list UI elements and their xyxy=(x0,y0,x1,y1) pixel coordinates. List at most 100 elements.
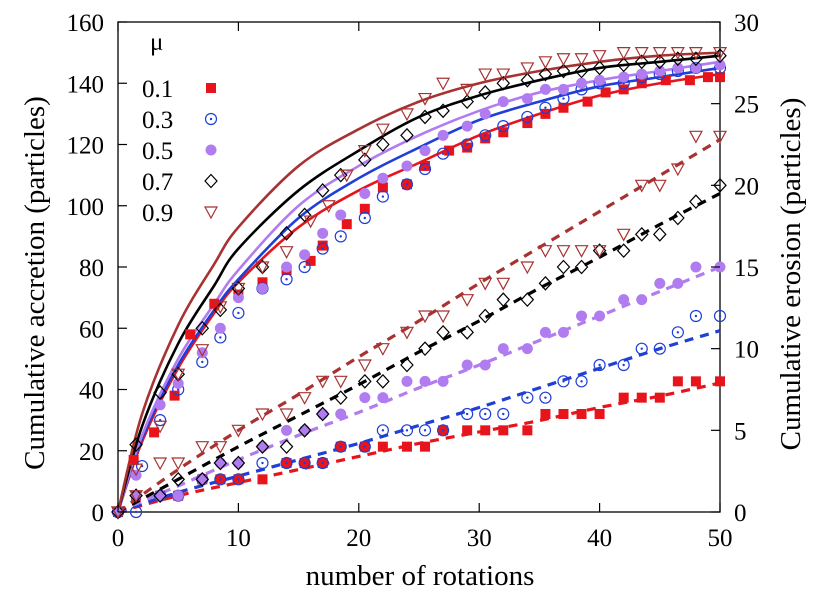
triangle-marker xyxy=(303,215,318,229)
erosion-point xyxy=(712,130,728,144)
circle-dot xyxy=(134,510,138,514)
accretion-point xyxy=(209,298,220,309)
erosion-point xyxy=(257,474,268,485)
triangle-marker xyxy=(418,310,433,324)
circle-marker xyxy=(636,68,648,80)
y-left-tick-label: 140 xyxy=(67,71,105,98)
erosion-point xyxy=(172,490,184,502)
erosion-point xyxy=(213,455,228,471)
diamond-marker xyxy=(213,302,228,318)
accretion-point xyxy=(419,145,431,157)
accretion-point xyxy=(376,137,390,152)
erosion-point xyxy=(171,471,186,487)
erosion-point xyxy=(522,425,533,436)
circle-dot xyxy=(562,97,565,100)
circle-dot xyxy=(526,396,529,399)
erosion-fit-line-0.7 xyxy=(117,192,721,514)
accretion-point xyxy=(315,183,330,198)
square-marker xyxy=(209,298,220,309)
triangle-marker xyxy=(315,375,330,389)
circle-marker xyxy=(172,490,184,502)
erosion-fit-line-0.5 xyxy=(117,265,721,514)
circle-dot xyxy=(261,461,264,465)
circle-marker xyxy=(479,359,491,371)
circle-marker xyxy=(539,326,551,338)
circle-marker xyxy=(436,424,450,437)
accretion-point xyxy=(358,152,372,168)
triangle-marker xyxy=(279,246,294,259)
diamond-marker xyxy=(171,471,186,487)
circle-marker xyxy=(299,424,311,436)
triangle-marker xyxy=(153,420,168,434)
erosion-point xyxy=(359,392,371,404)
accretion-point xyxy=(401,160,413,172)
erosion-point xyxy=(214,473,227,486)
circle-marker xyxy=(377,172,389,184)
square-marker xyxy=(540,409,551,419)
erosion-point xyxy=(478,277,493,291)
erosion-point xyxy=(297,422,312,438)
erosion-point xyxy=(462,425,473,436)
erosion-point xyxy=(539,391,552,404)
x-tick-label: 40 xyxy=(587,525,612,552)
circle-dot xyxy=(544,396,547,399)
circle-dot xyxy=(441,429,445,432)
circle-marker xyxy=(299,249,311,261)
accretion-point xyxy=(497,96,509,108)
erosion-point xyxy=(576,310,588,322)
circle-dot xyxy=(381,429,385,432)
accretion-point xyxy=(600,87,611,98)
diamond-marker xyxy=(652,54,667,70)
diamond-marker xyxy=(153,385,167,400)
accretion-point xyxy=(303,215,318,229)
triangle-marker xyxy=(195,441,210,454)
erosion-point xyxy=(557,375,570,388)
triangle-marker xyxy=(652,179,667,193)
circle-marker xyxy=(135,459,149,473)
triangle-marker xyxy=(496,68,511,82)
diamond-marker xyxy=(129,437,143,453)
circle-dot xyxy=(201,360,204,364)
square-marker xyxy=(702,72,713,83)
erosion-point xyxy=(634,179,649,193)
y-left-tick-label: 160 xyxy=(67,10,105,37)
diamond-marker xyxy=(195,320,210,336)
erosion-point xyxy=(335,408,347,420)
erosion-point xyxy=(715,376,725,387)
square-marker xyxy=(684,75,695,86)
accretion-point xyxy=(279,225,294,241)
accretion-point xyxy=(255,261,270,275)
circle-marker xyxy=(154,414,167,427)
accretion-point xyxy=(634,47,649,60)
circle-marker xyxy=(497,407,510,421)
circle-dot xyxy=(526,115,529,119)
square-marker xyxy=(540,108,551,119)
y-right-tick-label: 5 xyxy=(734,418,747,445)
circle-marker xyxy=(690,62,702,74)
x-tick-label: 50 xyxy=(708,525,733,552)
erosion-point xyxy=(496,292,511,308)
circle-marker xyxy=(172,377,184,389)
erosion-point xyxy=(129,490,144,503)
accretion-point xyxy=(213,302,228,318)
erosion-point xyxy=(672,277,684,289)
erosion-point xyxy=(538,245,553,258)
square-marker xyxy=(715,376,725,387)
erosion-point xyxy=(377,392,389,404)
x-tick-label: 0 xyxy=(112,525,125,552)
accretion-point xyxy=(418,162,432,176)
triangle-marker xyxy=(520,261,535,275)
square-marker xyxy=(462,425,473,436)
diamond-marker xyxy=(671,210,685,226)
legend-title: μ xyxy=(150,29,163,56)
erosion-point xyxy=(315,406,330,422)
y-left-tick-label: 60 xyxy=(79,316,104,343)
accretion-point xyxy=(420,160,431,171)
circle-dot xyxy=(209,117,213,121)
erosion-point xyxy=(478,308,493,324)
circle-marker xyxy=(521,343,533,355)
square-marker xyxy=(401,441,412,452)
circle-dot xyxy=(219,336,222,339)
erosion-point xyxy=(315,375,330,389)
accretion-point xyxy=(129,463,144,477)
